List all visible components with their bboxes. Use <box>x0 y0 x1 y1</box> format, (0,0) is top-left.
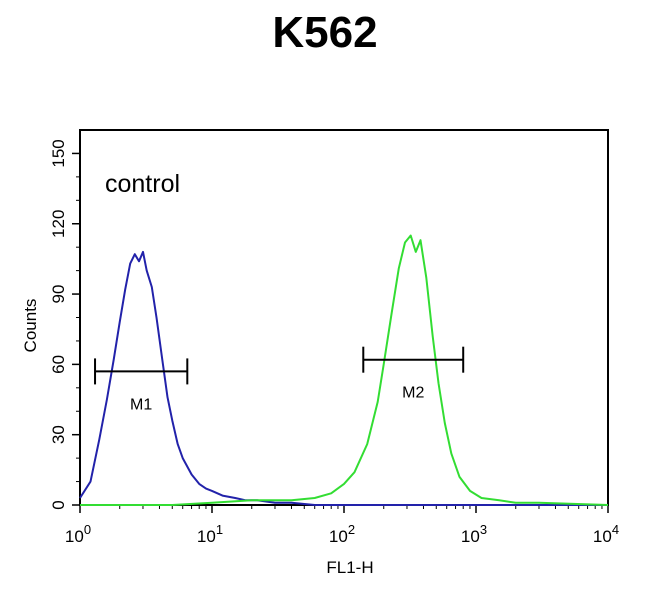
x-tick-label: 101 <box>197 522 223 546</box>
gate-label-m2: M2 <box>402 385 424 402</box>
x-tick-label: 102 <box>329 522 355 546</box>
series-line-2 <box>80 234 609 506</box>
x-tick-label: 104 <box>593 522 619 546</box>
y-tick-label: 60 <box>49 355 68 374</box>
x-tick-label: 100 <box>65 522 91 546</box>
y-tick-label: 150 <box>49 139 68 167</box>
series-line-1 <box>79 250 608 506</box>
y-tick-label: 120 <box>49 210 68 238</box>
y-axis-label: Counts <box>21 299 40 353</box>
y-tick-label: 0 <box>49 500 68 509</box>
y-tick-label: 90 <box>49 285 68 304</box>
x-axis-label: FL1-H <box>326 558 373 577</box>
x-tick-label: 103 <box>461 522 487 546</box>
gate-label-m1: M1 <box>130 396 152 413</box>
control-annotation: control <box>105 170 180 198</box>
y-tick-label: 30 <box>49 425 68 444</box>
chart-title: K562 <box>272 8 378 57</box>
